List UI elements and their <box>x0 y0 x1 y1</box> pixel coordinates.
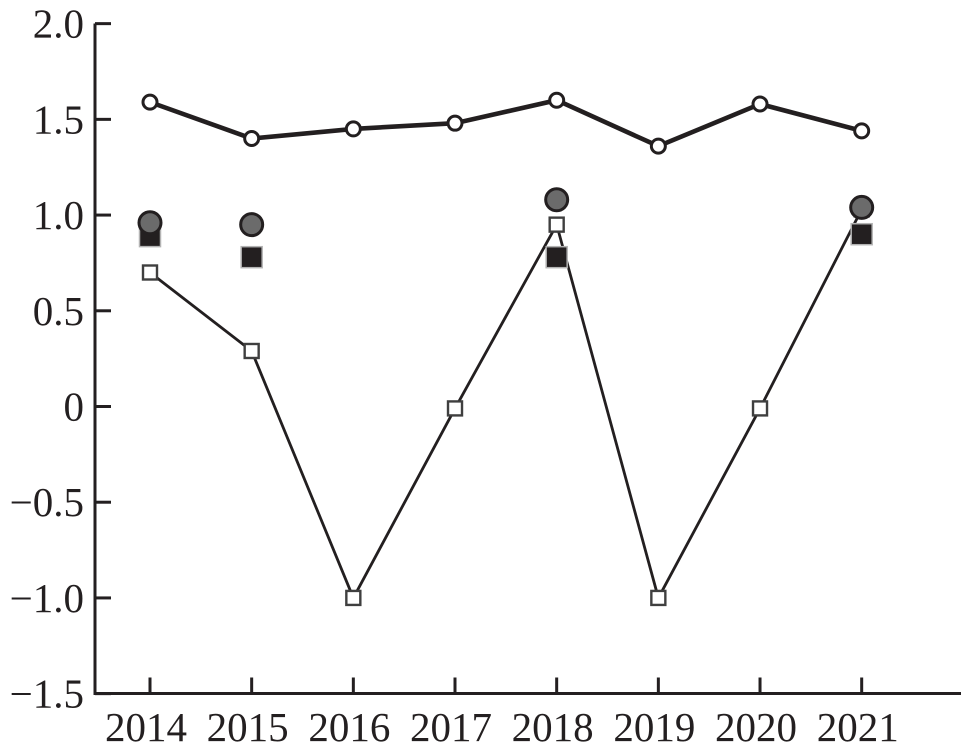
open-square-marker <box>345 589 362 607</box>
gray-circle-marker <box>137 210 163 236</box>
y-tick-label: 1.5 <box>33 96 84 142</box>
x-tick-label: 2016 <box>308 704 390 750</box>
gray-circle-marker <box>849 194 875 220</box>
black-square-marker <box>545 245 568 269</box>
x-tick-label: 2017 <box>410 704 492 750</box>
open-square-marker <box>243 342 260 360</box>
open-circle-marker <box>751 95 769 113</box>
x-axis-labels: 2014 2015 2016 2017 2018 2019 2020 2021 <box>105 704 899 750</box>
open-circle-marker <box>649 137 667 155</box>
open-circle-marker <box>141 93 159 111</box>
x-tick-label: 2014 <box>105 704 187 750</box>
gray-circle-marker <box>239 212 265 238</box>
y-tick-label: −1.0 <box>10 575 84 621</box>
open-square-line-path <box>149 208 863 602</box>
series-open-square-line <box>141 201 870 607</box>
series-gray-circle-points <box>137 187 875 238</box>
y-tick-label: 2.0 <box>33 1 84 47</box>
open-circle-marker <box>548 91 566 109</box>
y-axis-labels: 2.0 1.5 1.0 0.5 0 −0.5 −1.0 −1.5 <box>10 1 84 717</box>
x-tick-label: 2019 <box>613 704 695 750</box>
open-circle-line-path <box>149 97 863 149</box>
open-square-marker <box>650 589 667 607</box>
open-circle-marker <box>853 122 871 140</box>
x-tick-label: 2020 <box>715 704 797 750</box>
open-square-marker <box>548 216 565 233</box>
open-square-marker <box>751 400 769 417</box>
open-square-marker <box>446 400 464 417</box>
axis-ticks <box>95 22 864 696</box>
gray-circle-marker <box>544 187 570 213</box>
black-square-marker <box>850 222 873 246</box>
open-circle-marker <box>243 129 261 147</box>
x-tick-label: 2021 <box>817 704 899 750</box>
y-tick-label: 0 <box>64 384 85 430</box>
y-tick-label: −0.5 <box>10 479 84 525</box>
y-tick-label: 0.5 <box>33 288 84 334</box>
x-tick-label: 2018 <box>512 704 594 750</box>
open-circle-marker <box>344 120 362 138</box>
y-tick-label: −1.5 <box>10 671 84 717</box>
black-square-marker <box>240 245 263 269</box>
open-square-marker <box>141 264 159 281</box>
y-tick-label: 1.0 <box>33 192 84 238</box>
series-black-square-points <box>138 222 873 269</box>
series-open-circle-line <box>141 91 871 155</box>
open-circle-marker <box>446 114 464 132</box>
x-tick-label: 2015 <box>207 704 289 750</box>
